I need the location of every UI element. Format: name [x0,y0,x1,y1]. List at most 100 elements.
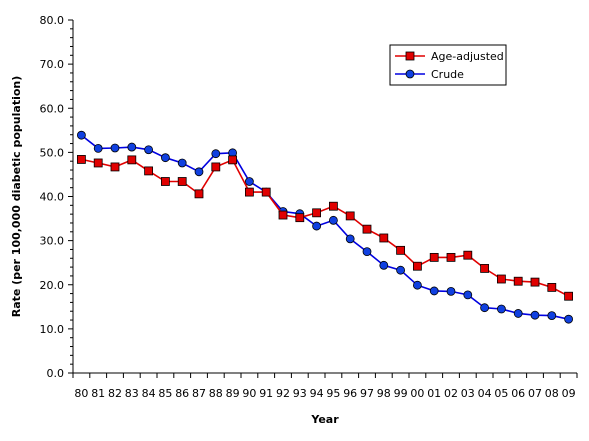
x-tick-label: 84 [142,387,156,400]
x-tick-label: 00 [410,387,424,400]
data-point-age-adjusted [446,252,456,262]
data-point-age-adjusted [564,291,573,301]
x-tick-label: 02 [444,387,458,400]
data-point-age-adjusted [110,162,120,172]
y-tick-label: 60.0 [40,102,65,115]
data-point-crude [194,167,204,177]
data-point-crude [144,145,154,155]
data-point-age-adjusted [513,276,523,286]
legend-crude-label: Crude [431,68,464,81]
y-tick-label: 70.0 [40,58,65,71]
y-tick-label: 0.0 [47,367,65,380]
x-tick-label: 80 [74,387,88,400]
x-axis-title: Year [310,413,339,426]
y-tick-label: 20.0 [40,279,65,292]
data-point-age-adjusted [463,250,473,260]
data-point-age-adjusted [261,187,271,197]
data-point-crude [513,309,523,318]
y-tick-label: 50.0 [40,146,65,159]
x-tick-label: 96 [343,387,357,400]
x-tick-label: 91 [259,387,273,400]
data-point-age-adjusted [194,189,204,199]
x-tick-label: 90 [242,387,256,400]
data-point-crude [429,286,439,296]
y-tick-label: 30.0 [40,235,65,248]
series-layer [77,130,573,324]
y-axis-title: Rate (per 100,000 diabetic population) [10,76,23,318]
data-point-crude [379,260,389,270]
x-tick-label: 08 [545,387,559,400]
data-point-age-adjusted [93,158,103,168]
data-point-crude [93,144,103,153]
y-tick-label: 10.0 [40,323,65,336]
data-point-crude [463,290,473,300]
data-point-crude [530,310,540,320]
x-tick-label: 05 [494,387,508,400]
x-tick-label: 97 [360,387,374,400]
legend-age-adjusted-label: Age-adjusted [431,50,504,63]
data-point-crude [110,143,120,153]
data-point-age-adjusted [177,177,187,186]
legend-crude-marker [405,69,415,79]
y-tick-label: 40.0 [40,191,65,204]
data-point-age-adjusted [295,213,305,223]
series-crude [77,130,573,324]
x-tick-label: 87 [192,387,206,400]
data-point-crude [177,158,187,168]
data-point-age-adjusted [345,211,355,221]
data-point-crude [362,247,372,257]
legend: Age-adjusted Crude [389,44,507,86]
x-tick-label: 81 [91,387,105,400]
x-tick-label: 09 [562,387,576,400]
data-point-age-adjusted [328,201,338,211]
x-tick-label: 98 [377,387,391,400]
data-point-crude [127,142,137,152]
data-point-crude [312,221,322,231]
y-tick-label: 80.0 [40,14,65,27]
y-axis: 0.0 10.0 20.0 30.0 40.0 50.0 60.0 70.0 80.0 [40,14,74,380]
data-point-age-adjusted [530,277,540,287]
data-point-age-adjusted [278,210,288,220]
data-point-age-adjusted [228,155,238,165]
data-point-crude [480,303,490,313]
data-point-age-adjusted [379,233,389,243]
series-line-crude [80,134,569,320]
data-point-age-adjusted [412,261,422,271]
x-tick-label: 83 [125,387,139,400]
data-point-crude [160,153,170,163]
data-point-crude [244,177,254,186]
x-axis: 80 81 82 83 84 85 86 87 88 89 90 91 92 93 94 95 96 97 98 99… [72,372,578,400]
x-tick-label: 92 [276,387,290,400]
data-point-age-adjusted [547,282,557,292]
data-point-crude [211,149,221,159]
x-tick-label: 86 [175,387,189,400]
x-tick-label: 82 [108,387,122,400]
data-point-age-adjusted [211,162,221,172]
data-point-crude [496,304,506,314]
x-tick-label: 93 [293,387,307,400]
data-point-age-adjusted [77,155,86,164]
x-tick-label: 95 [326,387,340,400]
data-point-crude [446,286,456,296]
x-tick-label: 89 [226,387,240,400]
data-point-age-adjusted [496,274,506,284]
x-tick-label: 88 [209,387,223,400]
data-point-age-adjusted [429,252,439,262]
x-tick-label: 94 [310,387,324,400]
data-point-crude [345,234,355,244]
x-tick-label: 03 [461,387,475,400]
data-point-age-adjusted [396,245,406,255]
legend-age-adjusted-marker [405,51,415,61]
x-tick-label: 07 [528,387,542,400]
x-tick-label: 01 [427,387,441,400]
series-line-age-adjusted [81,158,569,297]
x-tick-label: 04 [478,387,492,400]
data-point-crude [564,314,573,324]
data-point-age-adjusted [160,177,170,186]
data-point-age-adjusted [244,187,254,197]
x-tick-label: 85 [158,387,172,400]
data-point-crude [77,130,86,140]
data-point-age-adjusted [144,166,154,176]
data-point-age-adjusted [127,155,137,165]
